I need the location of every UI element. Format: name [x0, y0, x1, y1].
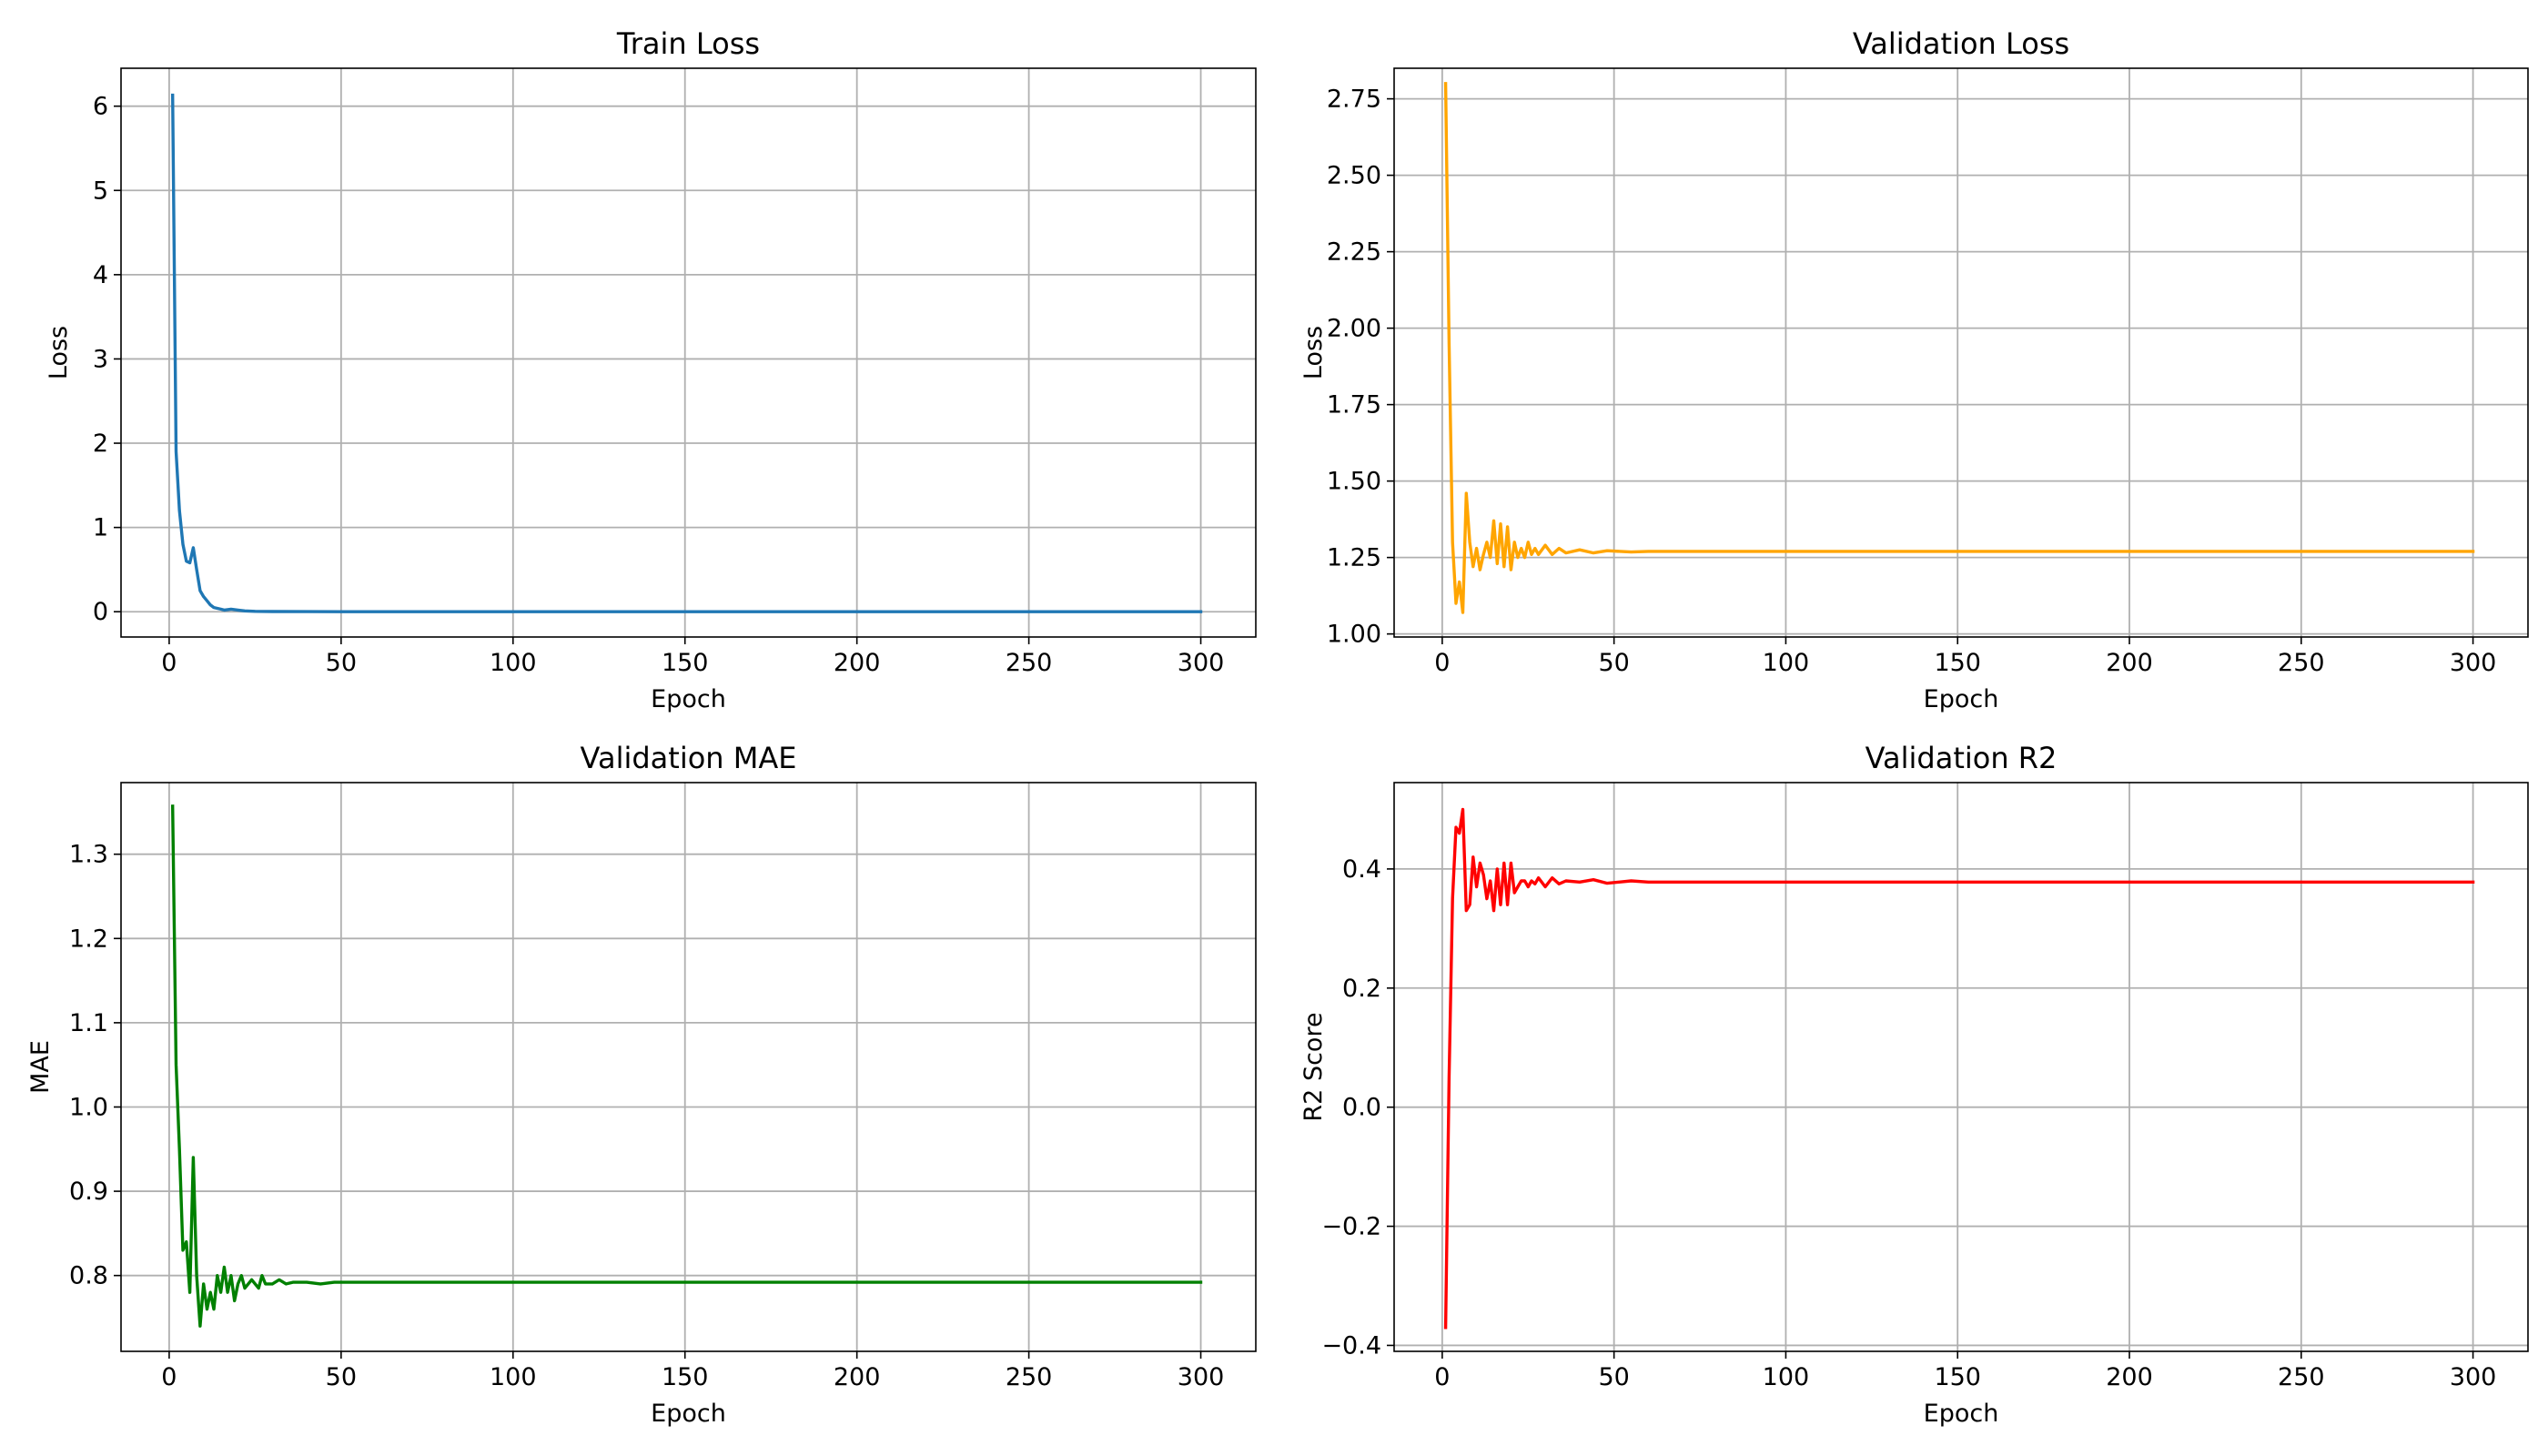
- train-loss-y-tick-label: 2: [93, 430, 108, 458]
- validation-mae-y-axis-label: MAE: [26, 1040, 55, 1094]
- validation-mae-axes-frame: [120, 782, 1257, 1352]
- train-loss-ticks: 0 50 100 150 200 250 300 0 1 2 3 4 5 6: [93, 93, 1225, 677]
- train-loss-line: [170, 93, 1203, 613]
- validation-mae-x-tick-label: 100: [490, 1363, 537, 1391]
- validation-r2-x-tick-label: 200: [2106, 1363, 2153, 1391]
- validation-r2-x-tick-label: 0: [1434, 1363, 1450, 1391]
- validation-mae-x-axis-label: Epoch: [651, 1400, 726, 1428]
- validation-r2-ticks: 0 50 100 150 200 250 300 −0.4 −0.2 0.0 0.2 0.4: [1321, 855, 2496, 1391]
- train-loss-y-tick-label: 6: [93, 93, 108, 121]
- validation-r2-series: [1443, 807, 2475, 1330]
- validation-loss-x-tick-label: 50: [1598, 649, 1629, 677]
- train-loss-y-axis-label: Loss: [45, 326, 73, 379]
- validation-r2-grid: [1394, 783, 2528, 1351]
- validation-r2-y-axis-label: R2 Score: [1299, 1012, 1328, 1121]
- validation-mae-x-tick-label: 0: [161, 1363, 177, 1391]
- validation-mae-title: Validation MAE: [581, 741, 797, 775]
- validation-r2-x-tick-label: 250: [2278, 1363, 2325, 1391]
- validation-r2-axes-frame: [1393, 782, 2529, 1352]
- validation-loss-ticks: 0 50 100 150 200 250 300 1.00 1.25 1.50 1.75 2.00 2.…: [1327, 86, 2496, 677]
- validation-mae-grid: [121, 783, 1256, 1351]
- validation-r2-title: Validation R2: [1866, 741, 2058, 775]
- validation-loss-axes-frame: [1393, 67, 2529, 638]
- train-loss-y-tick-label: 5: [93, 177, 108, 205]
- validation-mae-y-tick-label: 1.3: [69, 841, 108, 869]
- train-loss-subplot: 0 50 100 150 200 250 300 0 1 2 3 4 5 6 Train Loss Epo…: [45, 26, 1257, 713]
- train-loss-x-tick-label: 250: [1006, 649, 1053, 677]
- train-loss-y-tick-label: 4: [93, 261, 108, 289]
- validation-r2-x-tick-label: 50: [1598, 1363, 1629, 1391]
- validation-mae-y-tick-label: 0.8: [69, 1262, 108, 1290]
- validation-r2-line: [1443, 807, 2475, 1330]
- validation-loss-y-tick-label: 2.00: [1327, 315, 1381, 343]
- validation-loss-x-tick-label: 200: [2106, 649, 2153, 677]
- validation-loss-y-tick-label: 2.50: [1327, 162, 1381, 190]
- validation-loss-y-tick-label: 2.75: [1327, 86, 1381, 114]
- validation-loss-y-tick-label: 2.25: [1327, 238, 1381, 267]
- validation-loss-grid: [1394, 68, 2528, 637]
- validation-r2-y-tick-label: 0.4: [1342, 855, 1381, 884]
- train-loss-axes-frame: [120, 67, 1257, 638]
- validation-r2-y-tick-label: −0.4: [1321, 1331, 1381, 1360]
- validation-r2-x-tick-label: 300: [2450, 1363, 2497, 1391]
- validation-loss-title: Validation Loss: [1853, 26, 2069, 61]
- validation-r2-x-tick-label: 100: [1763, 1363, 1810, 1391]
- validation-loss-x-axis-label: Epoch: [1924, 685, 1999, 713]
- validation-loss-y-tick-label: 1.50: [1327, 468, 1381, 496]
- train-loss-x-tick-label: 0: [161, 649, 177, 677]
- validation-mae-series: [170, 804, 1203, 1328]
- validation-loss-x-tick-label: 250: [2278, 649, 2325, 677]
- train-loss-y-tick-label: 3: [93, 345, 108, 373]
- validation-mae-y-tick-label: 1.1: [69, 1009, 108, 1037]
- validation-r2-x-axis-label: Epoch: [1924, 1400, 1999, 1428]
- validation-loss-x-tick-label: 100: [1763, 649, 1810, 677]
- train-loss-x-tick-label: 300: [1178, 649, 1225, 677]
- validation-mae-ticks: 0 50 100 150 200 250 300 0.8 0.9 1.0 1.1 1.2 1.3: [69, 841, 1224, 1391]
- validation-loss-series: [1443, 82, 2475, 614]
- validation-r2-subplot: 0 50 100 150 200 250 300 −0.4 −0.2 0.0 0.2 0.4 Vali…: [1299, 741, 2529, 1428]
- validation-r2-y-tick-label: 0.2: [1342, 975, 1381, 1003]
- validation-mae-line: [170, 804, 1203, 1328]
- validation-loss-y-tick-label: 1.75: [1327, 391, 1381, 420]
- validation-r2-y-tick-label: −0.2: [1321, 1213, 1381, 1241]
- validation-mae-x-tick-label: 150: [662, 1363, 709, 1391]
- validation-loss-x-tick-label: 0: [1434, 649, 1450, 677]
- train-loss-x-axis-label: Epoch: [651, 685, 726, 713]
- validation-loss-y-tick-label: 1.25: [1327, 544, 1381, 572]
- train-loss-x-tick-label: 150: [662, 649, 709, 677]
- validation-mae-x-tick-label: 50: [326, 1363, 357, 1391]
- validation-loss-subplot: 0 50 100 150 200 250 300 1.00 1.25 1.50 1.75 2.00 2.…: [1299, 26, 2529, 713]
- validation-mae-y-tick-label: 1.0: [69, 1093, 108, 1121]
- train-loss-x-tick-label: 50: [326, 649, 357, 677]
- validation-mae-x-tick-label: 200: [834, 1363, 881, 1391]
- train-loss-title: Train Loss: [616, 26, 760, 61]
- validation-mae-y-tick-label: 0.9: [69, 1178, 108, 1206]
- train-loss-series: [170, 93, 1203, 613]
- validation-mae-x-tick-label: 250: [1006, 1363, 1053, 1391]
- validation-mae-y-tick-label: 1.2: [69, 925, 108, 953]
- train-loss-x-tick-label: 200: [834, 649, 881, 677]
- train-loss-y-tick-label: 0: [93, 598, 108, 626]
- validation-loss-line: [1443, 82, 2475, 614]
- validation-mae-subplot: 0 50 100 150 200 250 300 0.8 0.9 1.0 1.1 1.2 1.3 Val…: [26, 741, 1257, 1428]
- validation-loss-y-axis-label: Loss: [1299, 326, 1328, 379]
- validation-loss-x-tick-label: 150: [1934, 649, 1981, 677]
- train-loss-grid: [121, 68, 1256, 637]
- validation-loss-y-tick-label: 1.00: [1327, 621, 1381, 649]
- train-loss-x-tick-label: 100: [490, 649, 537, 677]
- validation-r2-x-tick-label: 150: [1934, 1363, 1981, 1391]
- validation-loss-x-tick-label: 300: [2450, 649, 2497, 677]
- validation-mae-x-tick-label: 300: [1178, 1363, 1225, 1391]
- train-loss-y-tick-label: 1: [93, 514, 108, 542]
- validation-r2-y-tick-label: 0.0: [1342, 1094, 1381, 1122]
